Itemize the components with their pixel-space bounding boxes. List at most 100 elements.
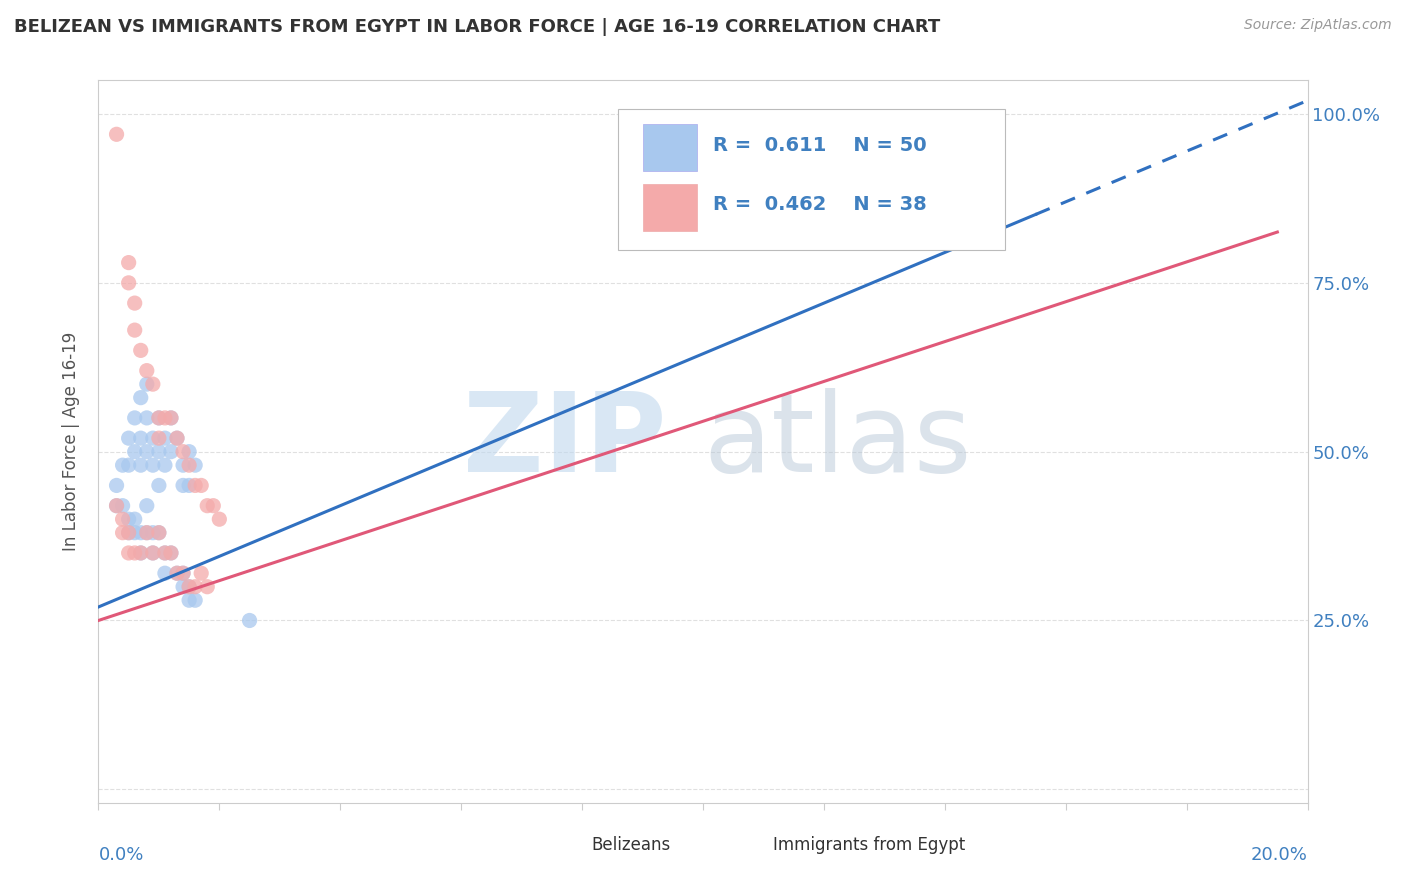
- Point: [124, 525, 146, 540]
- Point: [160, 411, 183, 425]
- Point: [184, 580, 207, 594]
- Point: [166, 431, 188, 445]
- Point: [195, 499, 218, 513]
- Point: [179, 580, 201, 594]
- Y-axis label: In Labor Force | Age 16-19: In Labor Force | Age 16-19: [62, 332, 80, 551]
- Point: [142, 546, 165, 560]
- Point: [153, 566, 176, 581]
- Point: [142, 546, 165, 560]
- Point: [148, 525, 170, 540]
- Text: Belizeans: Belizeans: [592, 836, 671, 854]
- Point: [111, 499, 134, 513]
- Point: [111, 458, 134, 472]
- Point: [129, 525, 152, 540]
- Point: [190, 566, 212, 581]
- Point: [135, 525, 157, 540]
- Point: [160, 411, 183, 425]
- Point: [118, 512, 141, 526]
- Point: [160, 444, 183, 458]
- FancyBboxPatch shape: [558, 837, 585, 857]
- Point: [148, 411, 170, 425]
- Point: [135, 411, 157, 425]
- Point: [124, 411, 146, 425]
- Point: [239, 614, 262, 628]
- Point: [190, 478, 212, 492]
- Text: atlas: atlas: [703, 388, 972, 495]
- Point: [208, 512, 231, 526]
- Point: [111, 512, 134, 526]
- Point: [129, 431, 152, 445]
- Point: [129, 343, 152, 358]
- Point: [118, 546, 141, 560]
- Point: [118, 255, 141, 269]
- Point: [124, 444, 146, 458]
- Point: [105, 128, 128, 142]
- Point: [118, 525, 141, 540]
- Text: ZIP: ZIP: [464, 388, 666, 495]
- Point: [153, 458, 176, 472]
- Point: [148, 525, 170, 540]
- Point: [118, 525, 141, 540]
- Point: [172, 458, 194, 472]
- Point: [184, 478, 207, 492]
- FancyBboxPatch shape: [643, 124, 697, 170]
- Point: [166, 566, 188, 581]
- FancyBboxPatch shape: [740, 837, 766, 857]
- Point: [179, 580, 201, 594]
- Point: [153, 546, 176, 560]
- Point: [118, 458, 141, 472]
- Point: [148, 444, 170, 458]
- Point: [105, 478, 128, 492]
- Point: [153, 431, 176, 445]
- Point: [184, 593, 207, 607]
- Point: [105, 499, 128, 513]
- Point: [129, 458, 152, 472]
- Text: R =  0.611    N = 50: R = 0.611 N = 50: [713, 136, 927, 155]
- Point: [153, 411, 176, 425]
- Point: [142, 377, 165, 392]
- Point: [873, 128, 896, 142]
- Point: [124, 296, 146, 310]
- Point: [172, 478, 194, 492]
- Point: [179, 478, 201, 492]
- Point: [160, 546, 183, 560]
- Text: Immigrants from Egypt: Immigrants from Egypt: [773, 836, 966, 854]
- FancyBboxPatch shape: [619, 109, 1005, 250]
- Point: [148, 411, 170, 425]
- Point: [111, 525, 134, 540]
- Point: [142, 458, 165, 472]
- FancyBboxPatch shape: [643, 184, 697, 230]
- Point: [135, 444, 157, 458]
- Text: Source: ZipAtlas.com: Source: ZipAtlas.com: [1244, 18, 1392, 32]
- Point: [179, 458, 201, 472]
- Point: [166, 431, 188, 445]
- Text: 20.0%: 20.0%: [1251, 847, 1308, 864]
- Point: [105, 499, 128, 513]
- Point: [153, 546, 176, 560]
- Point: [129, 391, 152, 405]
- Point: [118, 276, 141, 290]
- Point: [135, 377, 157, 392]
- Point: [124, 512, 146, 526]
- Point: [172, 444, 194, 458]
- Point: [129, 546, 152, 560]
- Point: [135, 364, 157, 378]
- Point: [179, 444, 201, 458]
- Point: [118, 431, 141, 445]
- Point: [148, 431, 170, 445]
- Point: [195, 580, 218, 594]
- Point: [166, 566, 188, 581]
- Text: R =  0.462    N = 38: R = 0.462 N = 38: [713, 195, 927, 214]
- Point: [124, 323, 146, 337]
- Point: [129, 546, 152, 560]
- Point: [142, 431, 165, 445]
- Point: [172, 580, 194, 594]
- Text: BELIZEAN VS IMMIGRANTS FROM EGYPT IN LABOR FORCE | AGE 16-19 CORRELATION CHART: BELIZEAN VS IMMIGRANTS FROM EGYPT IN LAB…: [14, 18, 941, 36]
- Text: 0.0%: 0.0%: [98, 847, 143, 864]
- Point: [148, 478, 170, 492]
- Point: [179, 593, 201, 607]
- Point: [142, 525, 165, 540]
- Point: [172, 566, 194, 581]
- Point: [202, 499, 225, 513]
- Point: [135, 525, 157, 540]
